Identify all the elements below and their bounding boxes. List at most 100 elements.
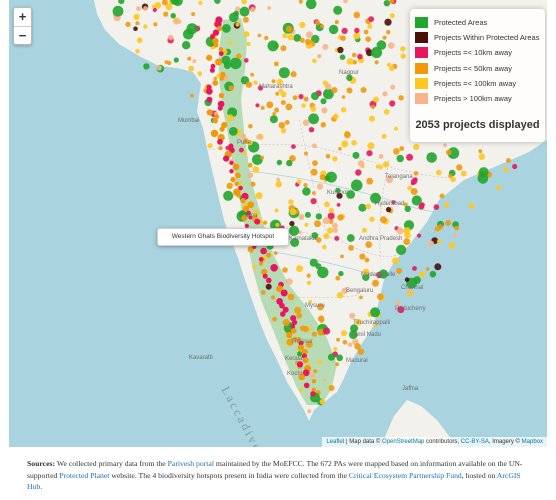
project-marker[interactable]: [298, 0, 303, 4]
project-marker[interactable]: [221, 55, 231, 65]
project-marker[interactable]: [346, 74, 353, 82]
project-marker[interactable]: [374, 60, 379, 65]
project-marker[interactable]: [302, 187, 311, 196]
project-marker[interactable]: [395, 301, 401, 306]
project-marker[interactable]: [334, 20, 339, 25]
project-marker[interactable]: [350, 179, 363, 192]
project-marker[interactable]: [350, 324, 359, 333]
project-marker[interactable]: [265, 283, 272, 290]
project-marker[interactable]: [233, 188, 241, 196]
project-marker[interactable]: [406, 153, 414, 161]
project-marker[interactable]: [214, 114, 220, 119]
cepf-link[interactable]: Critical Ecosystem Partnership Fund: [348, 470, 462, 480]
project-marker[interactable]: [352, 59, 357, 65]
project-marker[interactable]: [346, 87, 353, 94]
project-marker[interactable]: [278, 88, 284, 94]
project-marker[interactable]: [359, 253, 366, 260]
project-marker[interactable]: [173, 57, 179, 63]
project-marker[interactable]: [390, 84, 396, 90]
project-marker[interactable]: [170, 0, 180, 5]
project-marker[interactable]: [332, 156, 338, 162]
project-marker[interactable]: [362, 227, 367, 233]
project-marker[interactable]: [360, 87, 367, 93]
project-marker[interactable]: [229, 160, 234, 165]
project-marker[interactable]: [314, 220, 321, 228]
project-marker[interactable]: [346, 190, 355, 199]
project-marker[interactable]: [267, 40, 279, 52]
project-marker[interactable]: [320, 122, 326, 128]
project-marker[interactable]: [296, 312, 303, 319]
project-marker[interactable]: [304, 211, 311, 218]
mapbox-link[interactable]: Mapbox: [521, 439, 543, 445]
project-marker[interactable]: [310, 391, 316, 397]
project-marker[interactable]: [282, 318, 290, 327]
project-marker[interactable]: [370, 192, 381, 204]
project-marker[interactable]: [478, 167, 489, 177]
project-marker[interactable]: [143, 24, 148, 29]
project-marker[interactable]: [325, 154, 331, 159]
project-marker[interactable]: [399, 146, 405, 151]
project-marker[interactable]: [143, 63, 150, 70]
project-marker[interactable]: [183, 28, 194, 40]
project-marker[interactable]: [287, 34, 294, 41]
project-marker[interactable]: [213, 42, 219, 48]
project-marker[interactable]: [355, 169, 362, 176]
project-marker[interactable]: [220, 71, 226, 78]
project-marker[interactable]: [282, 306, 289, 313]
project-marker[interactable]: [288, 199, 294, 205]
project-marker[interactable]: [312, 191, 316, 195]
project-marker[interactable]: [377, 293, 384, 301]
project-marker[interactable]: [229, 57, 242, 70]
project-marker[interactable]: [228, 126, 238, 136]
project-marker[interactable]: [323, 233, 330, 240]
project-marker[interactable]: [311, 387, 316, 392]
project-marker[interactable]: [413, 276, 421, 284]
project-marker[interactable]: [339, 54, 346, 60]
project-marker[interactable]: [210, 63, 216, 69]
project-marker[interactable]: [250, 72, 255, 77]
project-marker[interactable]: [403, 202, 408, 207]
project-marker[interactable]: [276, 78, 283, 85]
project-marker[interactable]: [276, 177, 281, 182]
project-marker[interactable]: [340, 35, 346, 41]
project-marker[interactable]: [363, 29, 369, 35]
project-marker[interactable]: [299, 388, 304, 392]
project-marker[interactable]: [280, 45, 287, 52]
project-marker[interactable]: [331, 87, 338, 94]
project-marker[interactable]: [328, 207, 335, 214]
project-marker[interactable]: [419, 271, 426, 278]
project-marker[interactable]: [310, 198, 317, 205]
project-marker[interactable]: [282, 33, 288, 39]
project-marker[interactable]: [417, 233, 422, 238]
project-marker[interactable]: [223, 155, 230, 162]
project-marker[interactable]: [242, 16, 249, 23]
project-marker[interactable]: [370, 307, 381, 318]
project-marker[interactable]: [456, 164, 463, 171]
project-marker[interactable]: [302, 326, 309, 333]
project-marker[interactable]: [315, 237, 322, 243]
project-marker[interactable]: [252, 166, 260, 174]
project-marker[interactable]: [365, 241, 373, 249]
project-marker[interactable]: [340, 107, 347, 113]
project-marker[interactable]: [260, 105, 265, 110]
project-marker[interactable]: [386, 176, 394, 184]
project-marker[interactable]: [275, 180, 283, 188]
project-marker[interactable]: [212, 80, 219, 86]
project-marker[interactable]: [270, 264, 278, 272]
project-marker[interactable]: [278, 122, 286, 129]
project-marker[interactable]: [384, 18, 392, 26]
project-marker[interactable]: [346, 234, 355, 242]
project-marker[interactable]: [192, 59, 197, 64]
project-marker[interactable]: [238, 147, 244, 153]
project-marker[interactable]: [388, 65, 395, 72]
protected-planet-link[interactable]: Protected Planet: [59, 470, 110, 480]
project-marker[interactable]: [305, 38, 312, 46]
project-marker[interactable]: [239, 6, 250, 17]
project-marker[interactable]: [312, 160, 318, 167]
project-marker[interactable]: [319, 318, 325, 323]
project-marker[interactable]: [331, 222, 338, 229]
project-marker[interactable]: [125, 21, 131, 28]
project-marker[interactable]: [478, 153, 486, 160]
project-marker[interactable]: [187, 56, 192, 61]
project-marker[interactable]: [232, 163, 240, 171]
